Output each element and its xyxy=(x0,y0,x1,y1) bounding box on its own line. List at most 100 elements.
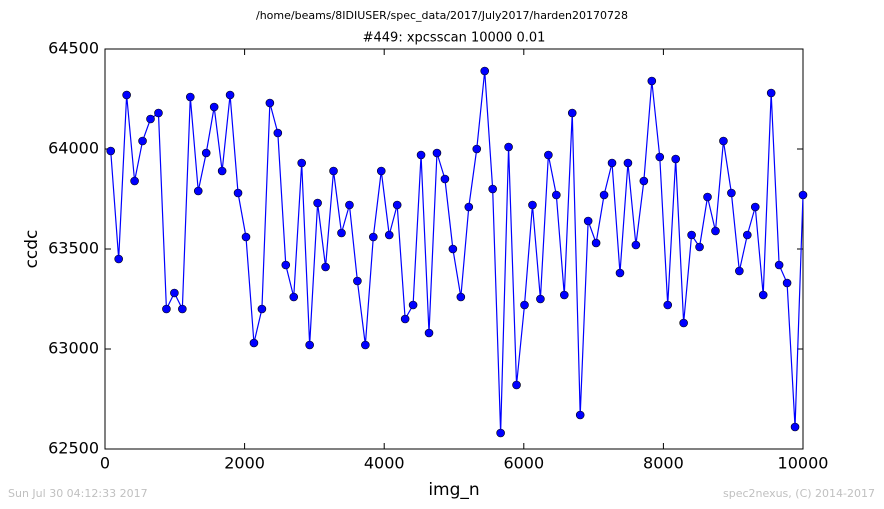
data-point xyxy=(361,340,370,350)
data-point xyxy=(703,192,712,202)
data-point xyxy=(639,176,649,186)
data-point xyxy=(146,114,155,124)
x-tick-label: 10000 xyxy=(778,454,829,473)
data-point xyxy=(472,144,482,154)
data-point xyxy=(193,186,203,196)
data-point xyxy=(329,166,338,176)
footer-right: spec2nexus, (C) 2014-2017 xyxy=(723,487,875,500)
data-point xyxy=(671,154,680,164)
data-point xyxy=(424,328,434,338)
data-point xyxy=(408,300,418,310)
data-point xyxy=(416,150,426,160)
data-point xyxy=(345,200,354,210)
data-point xyxy=(241,232,251,242)
suptitle: /home/beams/8IDIUSER/spec_data/2017/July… xyxy=(256,9,628,22)
data-point xyxy=(225,90,235,100)
data-point xyxy=(520,300,529,310)
y-axis-label: ccdc xyxy=(22,230,42,269)
data-point xyxy=(233,188,243,198)
data-point xyxy=(313,198,322,208)
data-point xyxy=(130,176,139,186)
data-point xyxy=(559,290,569,300)
data-line xyxy=(110,70,804,434)
data-point xyxy=(281,260,291,270)
data-point xyxy=(742,230,752,240)
data-point xyxy=(305,340,314,350)
y-tick-label: 63500 xyxy=(48,239,99,258)
data-point xyxy=(257,304,267,314)
data-point xyxy=(480,66,490,76)
data-point xyxy=(178,304,187,314)
data-point xyxy=(544,150,553,160)
data-point xyxy=(432,148,442,158)
data-point xyxy=(790,422,800,432)
data-point xyxy=(774,260,784,270)
data-point xyxy=(337,228,346,238)
data-point xyxy=(695,242,704,252)
data-point xyxy=(456,292,466,302)
data-point xyxy=(750,202,760,212)
data-point xyxy=(114,254,123,264)
y-tick-label: 62500 xyxy=(48,439,99,458)
y-tick-label: 64500 xyxy=(48,39,99,58)
data-point xyxy=(138,136,147,146)
data-point xyxy=(647,76,657,86)
x-tick-label: 2000 xyxy=(224,454,265,473)
data-point xyxy=(162,304,171,314)
data-point xyxy=(615,268,625,278)
data-point xyxy=(536,294,545,304)
data-point xyxy=(448,244,458,254)
data-point xyxy=(170,288,179,298)
data-point xyxy=(400,314,410,324)
data-point xyxy=(552,190,561,200)
data-point xyxy=(631,240,641,250)
x-tick-label: 0 xyxy=(100,454,110,473)
x-tick-label: 8000 xyxy=(643,454,684,473)
data-point xyxy=(766,88,776,98)
data-point xyxy=(440,174,450,184)
data-point xyxy=(217,166,227,176)
data-point xyxy=(122,90,131,100)
data-point xyxy=(369,232,378,242)
data-point xyxy=(655,152,665,162)
data-point xyxy=(591,238,601,248)
data-point xyxy=(575,410,585,420)
data-point xyxy=(623,158,633,168)
data-point xyxy=(504,142,513,152)
data-point xyxy=(782,278,792,288)
data-point xyxy=(798,190,808,200)
data-point xyxy=(528,200,537,210)
data-point xyxy=(154,108,163,118)
data-point xyxy=(321,262,330,272)
data-point xyxy=(567,108,577,118)
data-point xyxy=(376,166,386,176)
data-point xyxy=(607,158,617,168)
data-point xyxy=(297,158,306,168)
data-point xyxy=(727,188,736,198)
data-point xyxy=(209,102,219,112)
data-point xyxy=(273,128,283,138)
chart-title: #449: xpcsscan 10000 0.01 xyxy=(363,31,546,46)
footer-left: Sun Jul 30 04:12:33 2017 xyxy=(8,487,148,500)
data-point xyxy=(106,146,116,156)
data-point xyxy=(719,136,728,146)
data-point xyxy=(488,184,497,194)
data-point xyxy=(663,300,673,310)
data-point xyxy=(392,200,402,210)
data-point xyxy=(758,290,768,300)
data-point xyxy=(201,148,211,158)
data-point xyxy=(687,230,696,240)
x-tick-label: 4000 xyxy=(364,454,405,473)
data-point xyxy=(289,292,299,302)
data-point xyxy=(599,190,609,200)
data-point xyxy=(384,230,394,240)
y-tick-label: 63000 xyxy=(48,339,99,358)
data-point xyxy=(353,276,362,286)
data-point xyxy=(496,428,505,438)
data-point xyxy=(583,216,593,226)
data-point xyxy=(735,266,744,276)
data-point xyxy=(512,380,521,390)
data-point xyxy=(679,318,688,328)
data-point xyxy=(265,98,275,108)
